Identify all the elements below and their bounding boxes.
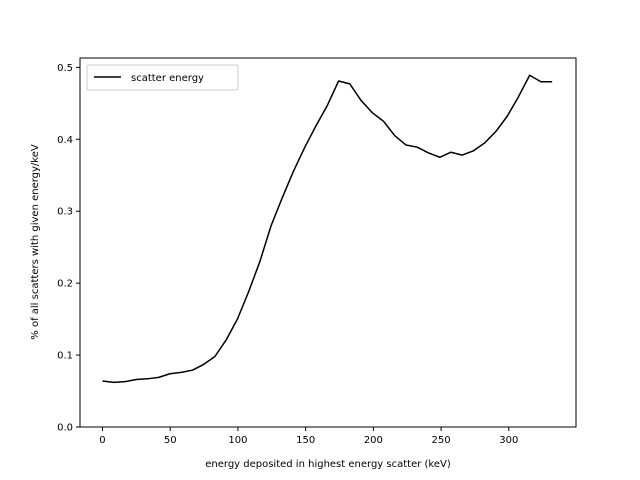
x-tick-label: 100 <box>228 435 247 446</box>
x-tick-label: 200 <box>364 435 383 446</box>
legend: scatter energy <box>86 64 239 91</box>
axes-frame <box>79 57 577 428</box>
series-line-scatter-energy <box>102 74 553 384</box>
x-tick-label: 250 <box>432 435 451 446</box>
x-tick-label: 0 <box>99 435 105 446</box>
x-tick-label: 300 <box>499 435 518 446</box>
y-axis: 0.0 0.1 0.2 0.3 0.4 0.5 <box>57 63 80 434</box>
legend-entry-label: scatter energy <box>131 73 204 84</box>
y-tick-label: 0.5 <box>57 63 73 74</box>
x-axis: 0 50 100 150 200 250 300 <box>99 427 518 446</box>
y-tick-label: 0.2 <box>57 279 73 290</box>
legend-box <box>86 64 239 91</box>
y-tick-label: 0.0 <box>57 423 73 434</box>
x-axis-label: energy deposited in highest energy scatt… <box>205 459 451 470</box>
y-tick-label: 0.4 <box>57 135 73 146</box>
y-axis-label: % of all scatters with given energy/keV <box>30 144 41 340</box>
plot-area <box>79 57 577 428</box>
y-tick-label: 0.1 <box>57 351 73 362</box>
x-tick-label: 150 <box>296 435 315 446</box>
x-tick-label: 50 <box>164 435 177 446</box>
y-tick-label: 0.3 <box>57 207 73 218</box>
